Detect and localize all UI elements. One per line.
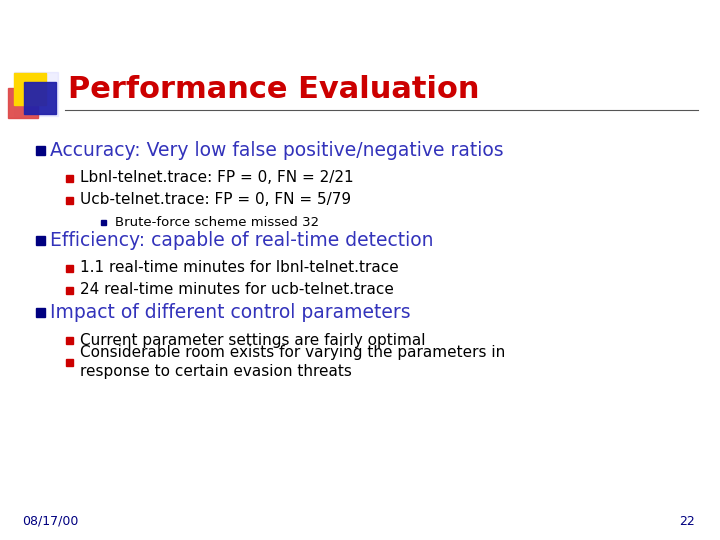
Bar (8, 88, 38, 118)
Text: Accuracy: Very low false positive/negative ratios: Accuracy: Very low false positive/negati… (50, 140, 503, 159)
Text: 1.1 real-time minutes for lbnl-telnet.trace: 1.1 real-time minutes for lbnl-telnet.tr… (80, 260, 399, 275)
Bar (101, 219, 106, 225)
Bar (14, 73, 46, 105)
Bar (66, 359, 73, 366)
Text: Impact of different control parameters: Impact of different control parameters (50, 302, 410, 321)
Bar (66, 174, 73, 181)
Text: 24 real-time minutes for ucb-telnet.trace: 24 real-time minutes for ucb-telnet.trac… (80, 282, 394, 298)
Bar (66, 287, 73, 294)
Text: Current parameter settings are fairly optimal: Current parameter settings are fairly op… (80, 333, 426, 348)
Bar (66, 265, 73, 272)
Bar (66, 336, 73, 343)
Bar (66, 197, 73, 204)
Text: Performance Evaluation: Performance Evaluation (68, 76, 480, 105)
Text: Efficiency: capable of real-time detection: Efficiency: capable of real-time detecti… (50, 231, 433, 249)
Text: Lbnl-telnet.trace: FP = 0, FN = 2/21: Lbnl-telnet.trace: FP = 0, FN = 2/21 (80, 171, 354, 186)
Text: Brute-force scheme missed 32: Brute-force scheme missed 32 (115, 215, 319, 228)
Text: 08/17/00: 08/17/00 (22, 515, 78, 528)
Text: 22: 22 (679, 515, 695, 528)
Bar (36, 235, 45, 245)
Bar (36, 307, 45, 316)
Text: Ucb-telnet.trace: FP = 0, FN = 5/79: Ucb-telnet.trace: FP = 0, FN = 5/79 (80, 192, 351, 207)
Bar (14, 72, 58, 116)
Bar (36, 145, 45, 154)
Text: Considerable room exists for varying the parameters in
response to certain evasi: Considerable room exists for varying the… (80, 345, 505, 380)
Bar (24, 82, 56, 114)
